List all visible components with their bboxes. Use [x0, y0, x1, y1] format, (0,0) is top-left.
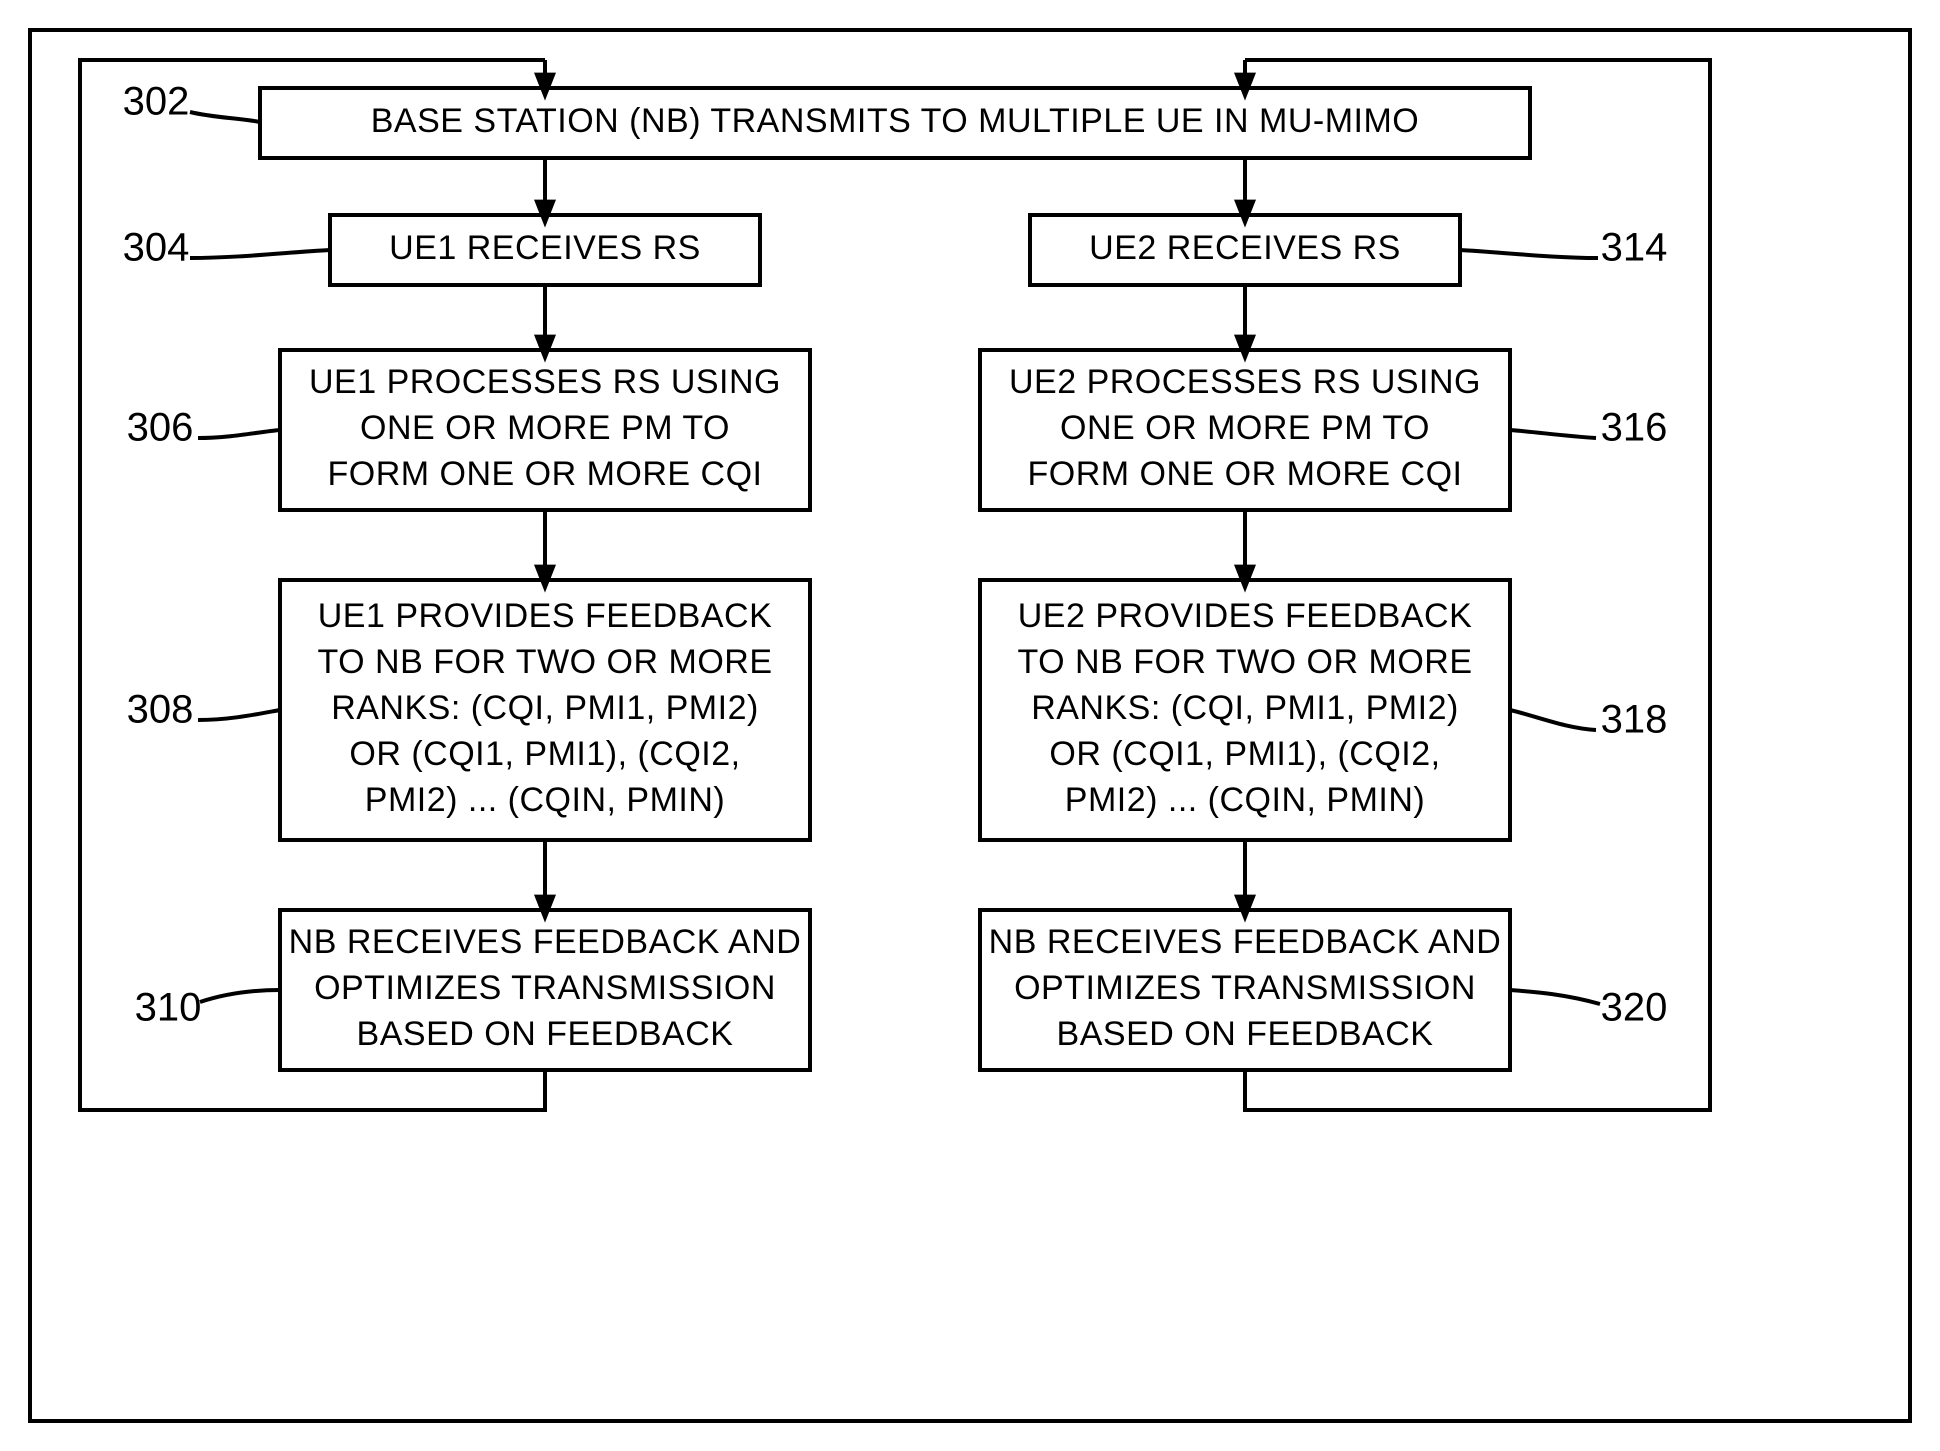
svg-text:ONE OR MORE PM TO: ONE OR MORE PM TO: [1060, 409, 1430, 447]
svg-text:318: 318: [1601, 698, 1668, 742]
box-302: BASE STATION (NB) TRANSMITS TO MULTIPLE …: [260, 88, 1530, 158]
svg-text:ONE OR MORE PM TO: ONE OR MORE PM TO: [360, 409, 730, 447]
box-318: UE2 PROVIDES FEEDBACK TO NB FOR TWO OR MO…: [980, 580, 1510, 840]
svg-text:NB RECEIVES FEEDBACK AND: NB RECEIVES FEEDBACK AND: [289, 923, 802, 961]
svg-text:306: 306: [127, 406, 194, 450]
box-314: UE2 RECEIVES RS: [1030, 215, 1460, 285]
svg-text:UE1 PROVIDES FEEDBACK: UE1 PROVIDES FEEDBACK: [318, 597, 773, 635]
ref-label-320: 320: [1510, 986, 1667, 1030]
svg-text:320: 320: [1601, 986, 1668, 1030]
svg-text:BASE STATION (NB) TRANSMITS TO: BASE STATION (NB) TRANSMITS TO MULTIPLE …: [371, 102, 1419, 140]
svg-text:UE2 PROVIDES FEEDBACK: UE2 PROVIDES FEEDBACK: [1018, 597, 1473, 635]
box-306: UE1 PROCESSES RS USING ONE OR MORE PM TO F…: [280, 350, 810, 510]
ref-label-316: 316: [1510, 406, 1667, 450]
svg-text:TO NB FOR TWO OR MORE: TO NB FOR TWO OR MORE: [1017, 643, 1472, 681]
svg-text:NB RECEIVES FEEDBACK AND: NB RECEIVES FEEDBACK AND: [989, 923, 1502, 961]
box-308: UE1 PROVIDES FEEDBACK TO NB FOR TWO OR MO…: [280, 580, 810, 840]
svg-text:310: 310: [135, 986, 202, 1030]
box-316: UE2 PROCESSES RS USING ONE OR MORE PM TO F…: [980, 350, 1510, 510]
svg-text:314: 314: [1601, 226, 1668, 270]
ref-label-318: 318: [1510, 698, 1667, 742]
svg-text:UE2 PROCESSES RS USING: UE2 PROCESSES RS USING: [1009, 363, 1481, 401]
svg-text:RANKS: (CQI, PMI1, PMI2): RANKS: (CQI, PMI1, PMI2): [1031, 689, 1459, 727]
svg-text:UE2 RECEIVES RS: UE2 RECEIVES RS: [1089, 229, 1401, 267]
svg-text:316: 316: [1601, 406, 1668, 450]
box-320: NB RECEIVES FEEDBACK AND OPTIMIZES TRANSM…: [980, 910, 1510, 1070]
svg-text:BASED ON FEEDBACK: BASED ON FEEDBACK: [1057, 1015, 1434, 1053]
svg-text:304: 304: [123, 226, 190, 270]
box-304: UE1 RECEIVES RS: [330, 215, 760, 285]
svg-text:UE1 RECEIVES RS: UE1 RECEIVES RS: [389, 229, 701, 267]
box-310: NB RECEIVES FEEDBACK AND OPTIMIZES TRANSM…: [280, 910, 810, 1070]
svg-text:BASED ON FEEDBACK: BASED ON FEEDBACK: [357, 1015, 734, 1053]
ref-label-308: 308: [127, 688, 280, 732]
svg-text:PMI2) ... (CQIN, PMIN): PMI2) ... (CQIN, PMIN): [365, 781, 725, 819]
svg-text:302: 302: [123, 80, 190, 124]
svg-text:308: 308: [127, 688, 194, 732]
svg-text:FORM ONE OR MORE CQI: FORM ONE OR MORE CQI: [1028, 455, 1463, 493]
ref-label-304: 304: [123, 226, 330, 270]
svg-text:TO NB FOR TWO OR MORE: TO NB FOR TWO OR MORE: [317, 643, 772, 681]
ref-label-310: 310: [135, 986, 280, 1030]
svg-text:PMI2) ... (CQIN, PMIN): PMI2) ... (CQIN, PMIN): [1065, 781, 1425, 819]
svg-text:FORM ONE OR MORE CQI: FORM ONE OR MORE CQI: [328, 455, 763, 493]
ref-label-306: 306: [127, 406, 280, 450]
svg-text:OPTIMIZES TRANSMISSION: OPTIMIZES TRANSMISSION: [314, 969, 776, 1007]
svg-text:UE1 PROCESSES RS USING: UE1 PROCESSES RS USING: [309, 363, 781, 401]
svg-text:OPTIMIZES TRANSMISSION: OPTIMIZES TRANSMISSION: [1014, 969, 1476, 1007]
svg-text:RANKS: (CQI, PMI1, PMI2): RANKS: (CQI, PMI1, PMI2): [331, 689, 759, 727]
svg-text:OR (CQI1, PMI1), (CQI2,: OR (CQI1, PMI1), (CQI2,: [349, 735, 740, 773]
svg-text:OR (CQI1, PMI1), (CQI2,: OR (CQI1, PMI1), (CQI2,: [1049, 735, 1440, 773]
ref-label-302: 302: [123, 80, 260, 124]
ref-label-314: 314: [1460, 226, 1667, 270]
